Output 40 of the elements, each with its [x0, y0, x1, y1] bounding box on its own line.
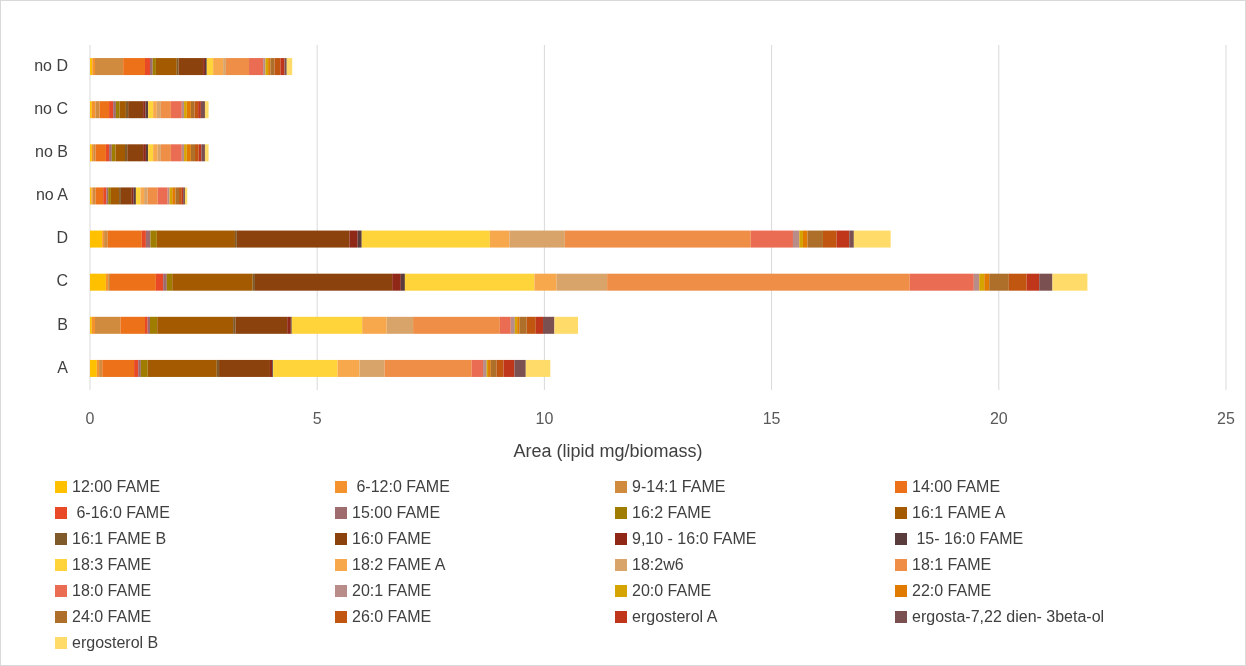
legend-label: 6-16:0 FAME [72, 504, 170, 522]
legend-label: ergosta-7,22 dien- 3beta-ol [912, 608, 1105, 626]
legend-label: 14:00 FAME [912, 478, 1001, 496]
legend-label: 16:2 FAME [632, 504, 712, 522]
legend-label: 26:0 FAME [352, 608, 432, 626]
x-tick-label: 20 [989, 410, 1008, 427]
y-tick-label: C [56, 272, 68, 290]
legend-label: 18:0 FAME [72, 582, 152, 600]
legend-label: 16:0 FAME [352, 530, 432, 548]
x-tick-label: 10 [535, 410, 554, 427]
legend-label: ergosterol B [72, 634, 159, 652]
y-tick-label: no A [35, 186, 69, 204]
x-tick-label: 5 [312, 410, 322, 427]
legend-label: 9,10 - 16:0 FAME [632, 530, 757, 548]
legend-label: 15- 16:0 FAME [912, 530, 1024, 548]
x-axis-title: Area (lipid mg/biomass) [513, 441, 703, 461]
legend-label: 20:0 FAME [632, 582, 712, 600]
y-tick-label: D [56, 229, 68, 247]
legend-label: 18:3 FAME [72, 556, 152, 574]
legend-label: 16:1 FAME B [72, 530, 167, 548]
legend-label: 6-12:0 FAME [352, 478, 450, 496]
legend-label: 18:1 FAME [912, 556, 992, 574]
y-tick-label: A [57, 358, 69, 376]
x-tick-label: 15 [762, 410, 781, 427]
legend-label: 18:2 FAME A [352, 556, 446, 574]
y-tick-label: no B [35, 143, 68, 161]
x-tick-label: 25 [1217, 410, 1235, 427]
legend-label: 20:1 FAME [352, 582, 432, 600]
legend-label: 22:0 FAME [912, 582, 992, 600]
legend-label: 12:00 FAME [72, 478, 161, 496]
legend-label: 16:1 FAME A [912, 504, 1006, 522]
y-tick-label: no C [34, 99, 68, 117]
y-tick-label: no D [34, 56, 68, 74]
legend-label: 15:00 FAME [352, 504, 441, 522]
y-tick-label: B [57, 315, 68, 333]
legend-label: 24:0 FAME [72, 608, 152, 626]
x-tick-label: 0 [85, 410, 95, 427]
legend-label: 18:2w6 [632, 556, 684, 574]
legend-label: ergosterol A [632, 608, 718, 626]
legend-label: 9-14:1 FAME [632, 478, 726, 496]
